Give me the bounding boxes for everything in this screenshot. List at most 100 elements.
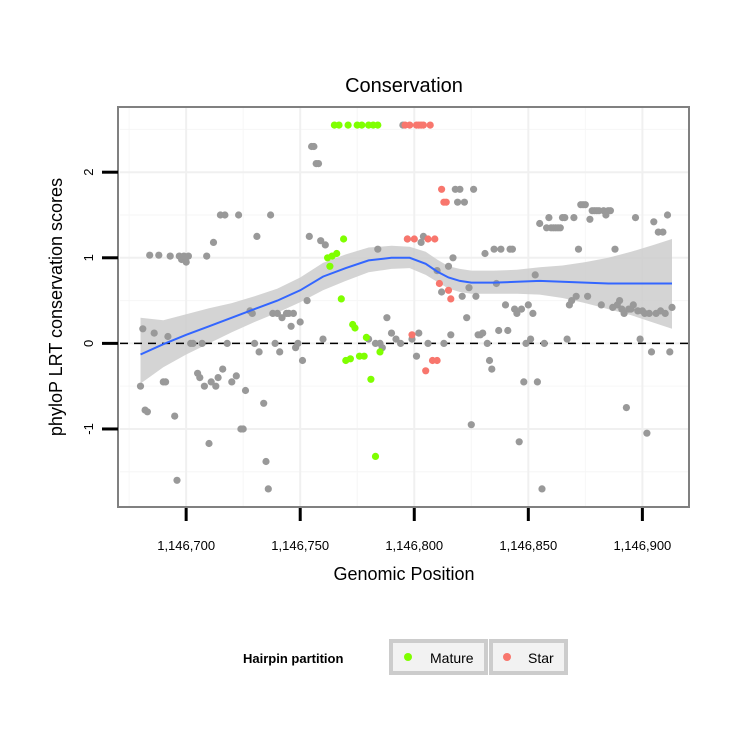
data-point [570,214,578,222]
smooth-line [140,256,672,356]
data-point [456,185,464,193]
x-axis: 1,146,700 1,146,750 1,146,800 1,146,850 1,14… [157,508,671,553]
y-tick-label: -1 [81,423,96,435]
points-star [401,121,455,375]
data-point [650,218,658,226]
data-point [267,211,275,219]
legend-mature-marker [404,653,412,661]
data-point [415,329,423,337]
data-point [182,258,190,266]
data-point [273,309,281,317]
data-point-star [426,121,434,129]
data-point [458,292,466,300]
data-point [139,325,147,333]
data-point [235,211,243,219]
data-point [155,251,163,259]
data-point [310,142,318,151]
data-point [629,301,637,309]
data-point [524,301,532,309]
data-point [319,335,327,343]
data-point [460,198,468,206]
data-point [397,339,405,347]
x-axis-title: Genomic Position [333,564,474,584]
data-point-mature [344,121,352,129]
data-point [219,365,227,373]
data-point [517,305,526,313]
data-point [424,339,432,347]
data-point [143,408,151,416]
data-point [465,284,473,292]
data-point [289,309,297,317]
data-point [189,339,197,347]
data-point [631,214,640,222]
data-point [490,245,498,253]
legend-title: Hairpin partition [243,651,343,666]
data-point [606,207,615,215]
data-point-star [403,235,411,243]
data-point-star [408,331,416,339]
data-point [536,219,544,228]
data-point-mature [346,355,354,363]
data-point-star [406,121,414,129]
data-point [449,254,457,262]
data-point-mature [362,333,370,341]
x-tick-label: 1,146,800 [385,538,443,553]
data-point [447,331,455,339]
data-point [581,201,589,209]
data-point [533,378,542,386]
data-point [321,241,329,249]
data-point [572,292,580,300]
data-point-mature [374,121,382,129]
data-point [659,228,667,236]
points-mature [324,121,384,460]
data-point-star [431,235,439,243]
plot-panel [117,106,690,508]
data-point-mature [333,249,341,258]
data-point [440,339,448,347]
data-point [538,485,546,493]
legend-star-marker [503,653,511,661]
data-point [303,297,311,305]
data-point [636,335,644,343]
data-point [374,245,382,253]
data-point [184,252,192,260]
data-point-mature [367,375,375,383]
data-point [444,262,453,270]
data-point [162,378,170,386]
data-point [545,214,553,222]
data-point [563,335,571,343]
data-point-star [422,367,430,375]
data-point [417,238,425,246]
data-point [203,252,211,260]
data-point [483,339,491,347]
data-point-star [419,121,427,129]
data-point [531,271,539,279]
data-point [253,232,261,240]
data-point [472,292,480,300]
data-point [513,309,521,317]
y-axis: -1 0 1 2 [81,169,118,435]
data-point-star [444,286,453,294]
data-point [488,365,496,373]
data-point [212,382,220,390]
data-point [200,382,208,390]
data-point-star [410,235,418,243]
data-point [668,303,676,311]
data-point [454,198,462,206]
data-point-mature [351,324,359,332]
data-point [643,429,651,437]
data-point [540,339,548,347]
y-tick-label: 2 [81,169,96,176]
data-point-mature [376,348,384,356]
x-tick-label: 1,146,750 [271,538,329,553]
x-tick-label: 1,146,900 [613,538,671,553]
data-point [223,339,231,347]
y-tick-label: 0 [81,340,96,347]
data-point [305,232,313,240]
data-point [568,297,576,305]
chart-title: Conservation [345,75,463,97]
data-point [241,386,250,395]
data-point-mature [337,295,345,303]
data-point [508,245,516,253]
